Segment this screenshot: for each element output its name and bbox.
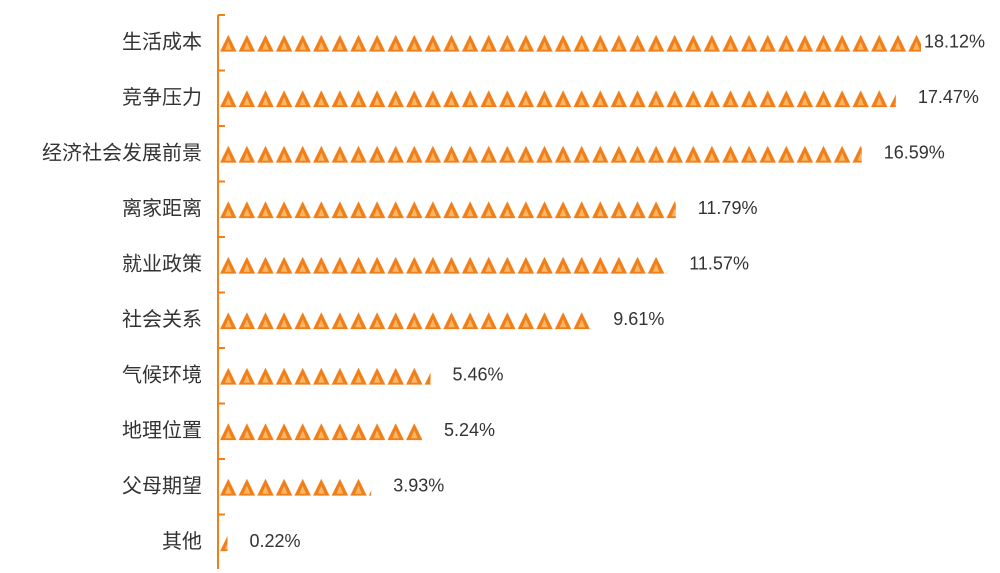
bar — [219, 366, 431, 385]
bar — [219, 422, 423, 441]
bar — [219, 89, 896, 108]
y-tick-label: 生活成本 — [122, 29, 202, 53]
value-label: 5.24% — [444, 420, 495, 440]
bar — [219, 311, 592, 330]
y-tick-label: 社会关系 — [122, 307, 202, 331]
y-tick-label: 经济社会发展前景 — [42, 140, 202, 164]
value-label: 0.22% — [250, 531, 301, 551]
value-label: 18.12% — [924, 32, 985, 52]
bar — [219, 533, 228, 552]
bar — [219, 200, 676, 219]
bar — [219, 255, 668, 274]
value-label: 17.47% — [918, 87, 979, 107]
y-tick-label: 其他 — [162, 529, 202, 553]
y-tick-label: 就业政策 — [122, 251, 202, 275]
bar — [219, 477, 372, 496]
y-tick-label: 离家距离 — [122, 196, 202, 220]
y-tick-label: 气候环境 — [122, 362, 202, 386]
bar — [219, 33, 921, 52]
bar — [219, 144, 862, 163]
y-tick-label: 竞争压力 — [122, 85, 202, 109]
value-label: 11.57% — [689, 254, 749, 274]
value-label: 16.59% — [884, 143, 945, 163]
y-tick-label: 父母期望 — [122, 473, 202, 497]
value-label: 5.46% — [453, 365, 504, 385]
value-label: 11.79% — [698, 198, 758, 218]
y-tick-label: 地理位置 — [122, 418, 202, 442]
value-label: 9.61% — [613, 309, 664, 329]
value-label: 3.93% — [393, 476, 444, 496]
